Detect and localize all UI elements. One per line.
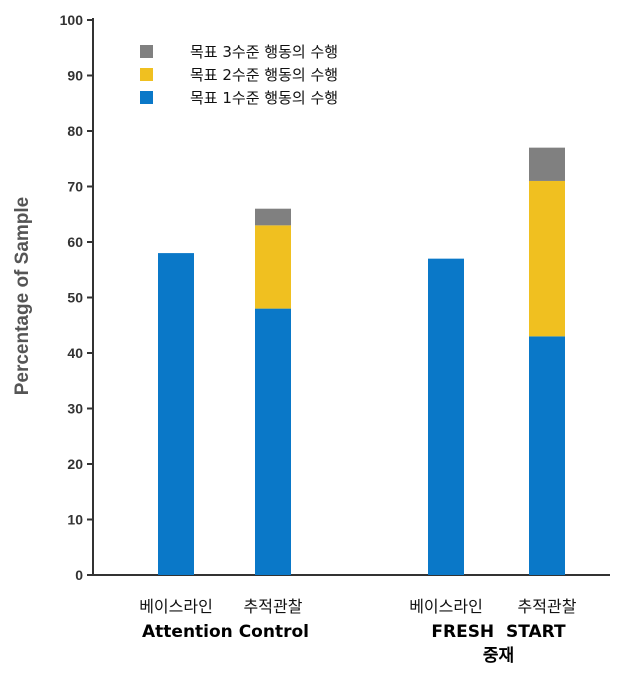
- y-tick-label: 40: [67, 345, 83, 361]
- category-label: 베이스라인: [409, 597, 483, 616]
- bars: [158, 147, 565, 575]
- y-tick-label: 20: [67, 456, 83, 472]
- y-tick-label: 30: [67, 401, 83, 417]
- bar-segment-1: [529, 336, 565, 575]
- y-tick-label: 70: [67, 179, 83, 195]
- category-label: 추적관찰: [244, 597, 303, 616]
- group-label-attention-control: Attention Control: [142, 622, 309, 642]
- legend-entry: 목표 1수준 행동의 수행: [190, 89, 338, 107]
- group-label-fresh-start: 중재: [483, 646, 514, 666]
- y-tick-label: 90: [67, 68, 83, 84]
- category-label: 추적관찰: [518, 597, 577, 616]
- category-label: 베이스라인: [139, 597, 213, 616]
- bar-segment-1: [255, 308, 291, 575]
- bar-segment-1: [158, 253, 194, 575]
- bar-segment-3: [255, 208, 291, 226]
- bar-segment-2: [255, 225, 291, 309]
- y-tick-label: 60: [67, 234, 83, 250]
- legend-swatch: [140, 45, 153, 58]
- legend-swatch: [140, 91, 153, 104]
- y-tick-label: 0: [75, 567, 83, 583]
- bar-segment-1: [428, 258, 464, 575]
- bar-segment-3: [529, 147, 565, 181]
- y-tick-label: 50: [67, 290, 83, 306]
- group-label-fresh-start: FRESH START: [431, 622, 566, 642]
- legend-swatch: [140, 68, 153, 81]
- y-axis-label: Percentage of Sample: [12, 197, 33, 396]
- legend-entry: 목표 3수준 행동의 수행: [190, 43, 338, 61]
- bar-segment-2: [529, 180, 565, 337]
- y-tick-label: 80: [67, 123, 83, 139]
- y-tick-label: 100: [60, 12, 84, 28]
- x-axis-labels: 베이스라인 추적관찰 베이스라인 추적관찰 Attention Control FRESH…: [139, 597, 577, 666]
- y-tick-label: 10: [67, 512, 83, 528]
- legend-entry: 목표 2수준 행동의 수행: [190, 66, 338, 84]
